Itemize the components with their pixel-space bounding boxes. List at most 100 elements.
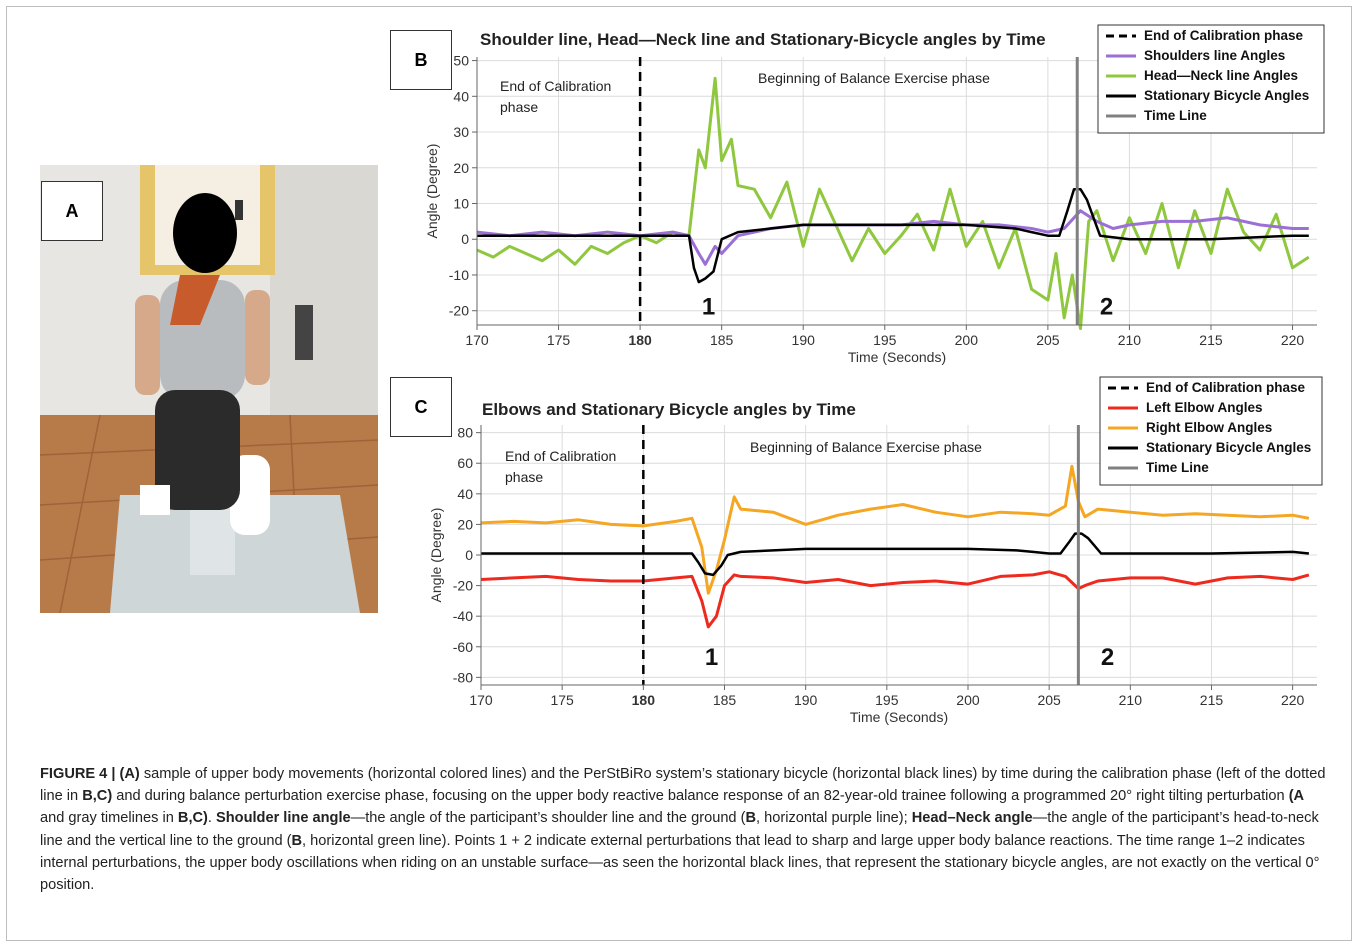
legend-label: Head—Neck line Angles <box>1144 68 1298 83</box>
y-tick-label: 20 <box>453 160 469 176</box>
x-tick-label: 220 <box>1281 332 1305 348</box>
annotation-balance-phase: Beginning of Balance Exercise phase <box>750 439 982 455</box>
chart-legend: End of Calibration phase Left Elbow Angle… <box>1099 376 1323 486</box>
y-axis-label: Angle (Degree) <box>428 508 444 603</box>
x-tick-label: 205 <box>1036 332 1060 348</box>
x-tick-label: 205 <box>1037 692 1061 708</box>
y-tick-label: -60 <box>453 639 473 655</box>
x-tick-label: 220 <box>1281 692 1305 708</box>
y-tick-label: 60 <box>457 455 473 471</box>
caption-bold: B,C) <box>82 788 113 805</box>
chart-b-series <box>476 57 1310 331</box>
x-tick-label: 195 <box>873 332 897 348</box>
y-tick-label: 50 <box>453 53 469 69</box>
caption-text: , horizontal green line). Points 1 + 2 i… <box>40 832 1320 894</box>
caption-text: and during balance perturbation exercise… <box>112 788 1289 805</box>
x-tick-label: 215 <box>1199 332 1223 348</box>
x-tick-label: 200 <box>955 332 979 348</box>
x-tick-label: 215 <box>1200 692 1224 708</box>
panel-label-a: A <box>41 181 103 241</box>
chart-c-series <box>480 425 1310 685</box>
chart-b-text: Shoulder line, Head—Neck line and Statio… <box>424 24 1325 365</box>
legend-label: Left Elbow Angles <box>1146 400 1263 415</box>
annotation-calibration: End of Calibration <box>505 448 616 464</box>
y-tick-label: 40 <box>453 88 469 104</box>
caption-bold: B <box>745 810 757 827</box>
caption-bold: (A) <box>119 766 140 782</box>
y-tick-label: -40 <box>453 608 473 624</box>
series-line-0 <box>476 76 1310 331</box>
chart-title: Shoulder line, Head—Neck line and Statio… <box>480 30 1046 49</box>
chart-c-axes: 170 175 180 185 190 195 200 205 210 215 220-80-60-… <box>453 425 1317 708</box>
annotation-balance-phase: Beginning of Balance Exercise phase <box>758 70 990 86</box>
caption-bold: Head–Neck angle <box>911 810 1033 827</box>
panel-label-b: B <box>390 30 452 90</box>
legend-label: End of Calibration phase <box>1146 380 1306 395</box>
x-tick-label: 190 <box>792 332 816 348</box>
caption-text: sample of upper body movements (horizont… <box>40 766 1326 805</box>
chart-legend: End of Calibration phase Shoulders line A… <box>1097 24 1325 134</box>
caption-bold: Shoulder line angle <box>216 810 351 827</box>
x-axis-label: Time (Seconds) <box>848 349 946 365</box>
chart-c-text: Elbows and Stationary Bicycle angles by … <box>428 376 1323 725</box>
series-line-0 <box>480 464 1310 595</box>
y-tick-label: -10 <box>449 267 469 283</box>
y-tick-label: 80 <box>457 425 473 441</box>
x-tick-label: 185 <box>713 692 737 708</box>
chart-c: 170 175 180 185 190 195 200 205 210 215 220-80-60-… <box>428 376 1323 725</box>
x-tick-label: 175 <box>550 692 574 708</box>
caption-text: —the angle of the participant’s shoulder… <box>350 810 746 827</box>
annotation-calibration: End of Calibration <box>500 78 611 94</box>
chart-b: 170 175 180 185 190 195 200 205 210 215 220-20-100… <box>424 24 1325 365</box>
annotation-phase: phase <box>500 99 538 115</box>
caption-bold: B <box>291 832 303 849</box>
series-line-1 <box>476 209 1309 266</box>
chart-b-axes: 170 175 180 185 190 195 200 205 210 215 220-20-100… <box>449 53 1317 348</box>
y-tick-label: 10 <box>453 196 469 212</box>
x-tick-label: 200 <box>956 692 980 708</box>
annotation-phase: phase <box>505 469 543 485</box>
chart-title: Elbows and Stationary Bicycle angles by … <box>482 400 856 419</box>
marker-2: 2 <box>1101 644 1114 671</box>
marker-2: 2 <box>1100 293 1113 320</box>
caption-text: and gray timelines in <box>40 810 178 827</box>
legend-label: Shoulders line Angles <box>1144 48 1285 63</box>
caption-text: , horizontal purple line); <box>756 810 912 827</box>
figure-caption: FIGURE 4 | (A) sample of upper body move… <box>40 763 1330 896</box>
x-tick-label: 210 <box>1119 692 1143 708</box>
x-tick-label: 190 <box>794 692 818 708</box>
y-tick-label: 0 <box>465 547 473 563</box>
caption-text: —the angle of the participant’s head-to-… <box>40 810 1319 849</box>
caption-figure-label: FIGURE 4 | <box>40 766 120 782</box>
y-tick-label: -80 <box>453 669 473 685</box>
x-tick-label: 180 <box>628 332 652 348</box>
x-tick-label: 210 <box>1118 332 1142 348</box>
marker-1: 1 <box>705 644 718 671</box>
y-tick-label: 40 <box>457 486 473 502</box>
legend-label: End of Calibration phase <box>1144 28 1304 43</box>
legend-label: Time Line <box>1144 108 1207 123</box>
x-tick-label: 170 <box>465 332 489 348</box>
y-tick-label: 30 <box>453 124 469 140</box>
series-line-2 <box>481 532 1310 577</box>
y-tick-label: -20 <box>449 303 469 319</box>
caption-bold: B,C) <box>177 810 208 827</box>
y-tick-label: -20 <box>453 578 473 594</box>
x-tick-label: 195 <box>875 692 899 708</box>
legend-label: Stationary Bicycle Angles <box>1144 88 1309 103</box>
marker-1: 1 <box>702 293 715 320</box>
caption-text: . <box>207 810 217 827</box>
x-tick-label: 185 <box>710 332 734 348</box>
legend-label: Stationary Bicycle Angles <box>1146 440 1311 455</box>
x-tick-label: 175 <box>547 332 571 348</box>
series-line-2 <box>477 187 1309 284</box>
legend-label: Right Elbow Angles <box>1146 420 1272 435</box>
caption-bold: (A <box>1288 788 1305 805</box>
x-axis-label: Time (Seconds) <box>850 709 948 725</box>
y-axis-label: Angle (Degree) <box>424 144 440 239</box>
figure-frame <box>6 6 1352 941</box>
y-tick-label: 0 <box>461 231 469 247</box>
legend-label: Time Line <box>1146 460 1209 475</box>
y-tick-label: 20 <box>457 516 473 532</box>
x-tick-label: 180 <box>632 692 656 708</box>
